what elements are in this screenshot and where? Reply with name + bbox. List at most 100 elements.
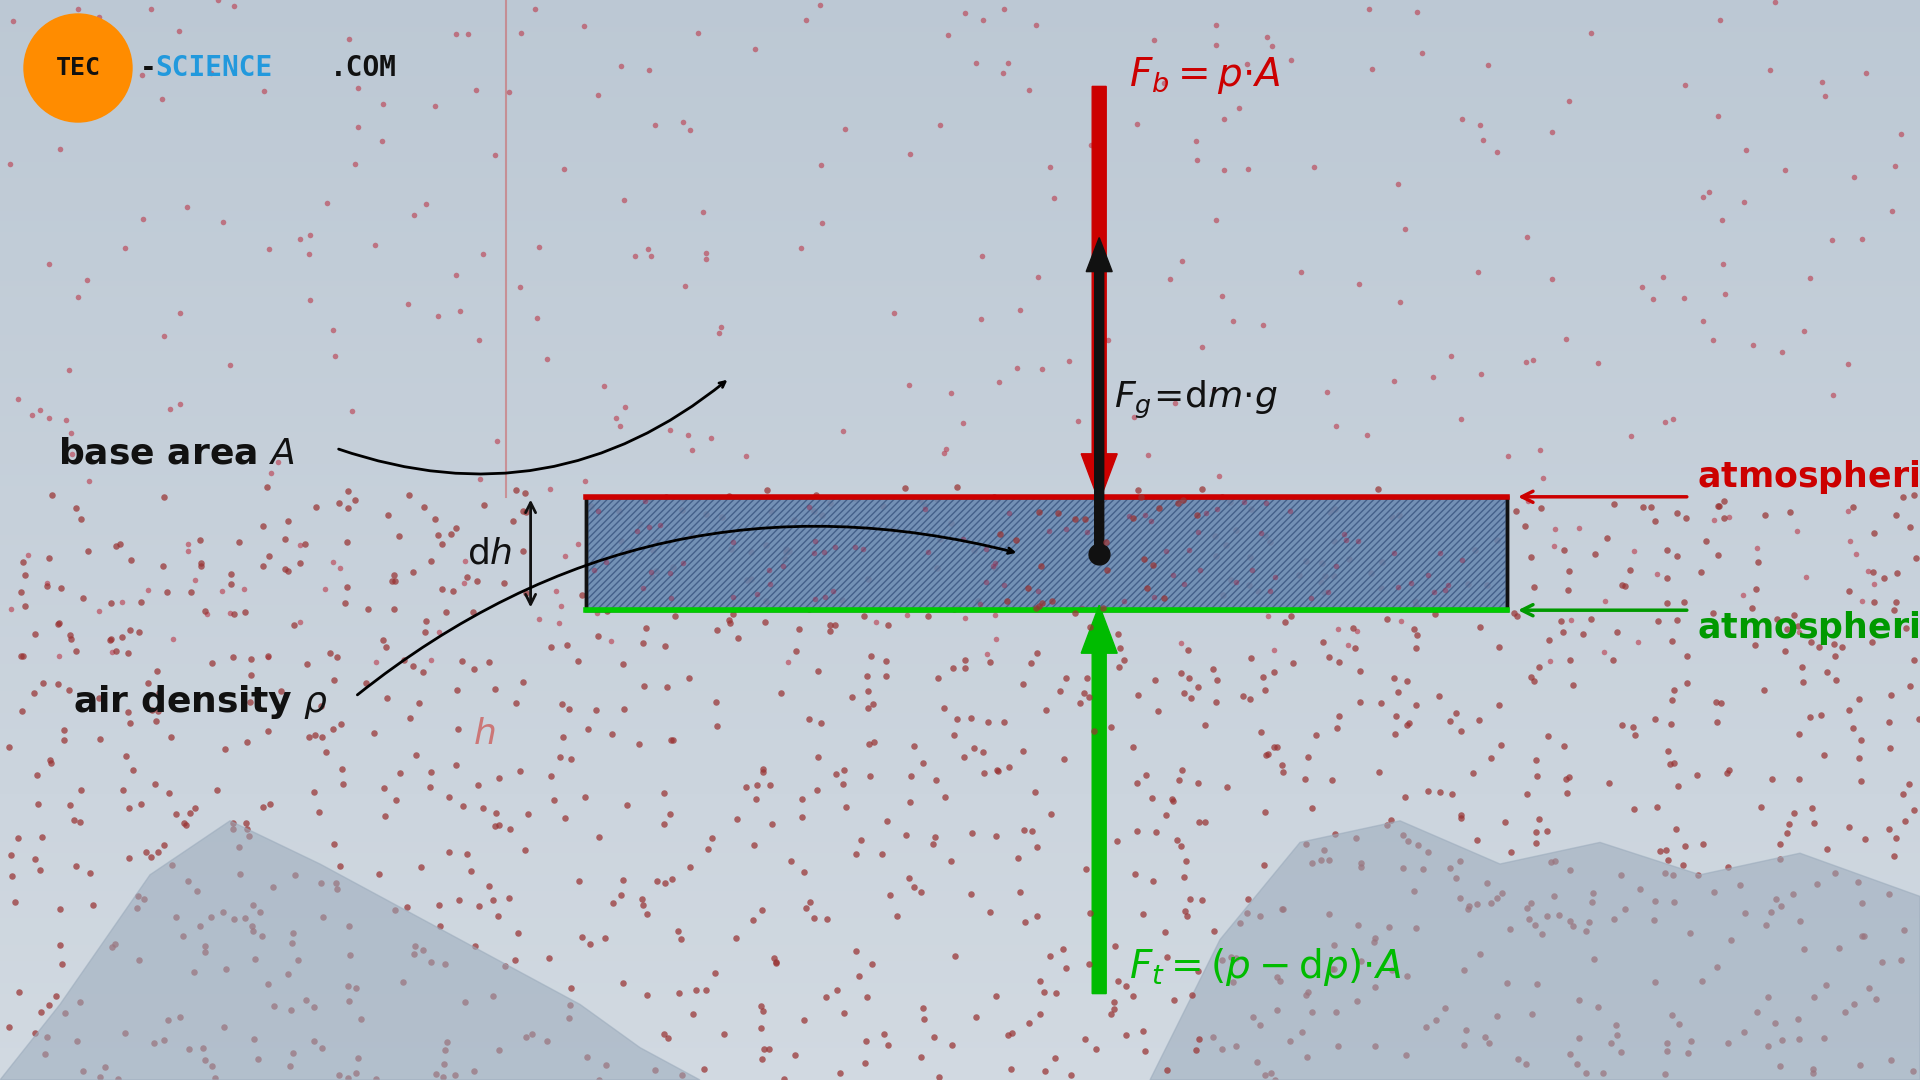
Point: [910, 500, 941, 517]
Point: [1901, 550, 1920, 567]
Point: [1290, 1049, 1321, 1066]
Point: [756, 815, 787, 833]
Text: .COM: .COM: [330, 54, 397, 82]
Point: [828, 422, 858, 440]
Point: [1580, 545, 1611, 563]
Point: [1165, 635, 1196, 652]
Point: [1672, 648, 1703, 665]
Point: [605, 418, 636, 435]
Point: [912, 543, 943, 561]
Point: [1064, 694, 1094, 712]
Point: [1075, 904, 1106, 921]
Point: [1319, 532, 1350, 550]
Point: [783, 621, 814, 638]
Point: [1402, 598, 1432, 616]
Point: [372, 507, 403, 524]
Point: [1515, 894, 1546, 912]
Point: [307, 908, 338, 926]
Bar: [0, 864, 1920, 869]
Point: [580, 701, 611, 718]
Point: [584, 828, 614, 846]
Point: [975, 653, 1006, 671]
Point: [1308, 634, 1338, 651]
Point: [1659, 754, 1690, 771]
Point: [309, 580, 340, 597]
Point: [1705, 694, 1736, 712]
Point: [1841, 545, 1872, 563]
Bar: [586, 497, 1507, 610]
Point: [230, 733, 261, 751]
Point: [1607, 716, 1638, 733]
Bar: [0, 977, 1920, 983]
Point: [920, 828, 950, 846]
Point: [1703, 497, 1734, 514]
Point: [1027, 595, 1058, 612]
Point: [691, 244, 722, 261]
Point: [1023, 597, 1054, 615]
Bar: [0, 275, 1920, 281]
Point: [1169, 684, 1200, 701]
Point: [929, 788, 960, 806]
Point: [1254, 534, 1284, 551]
Point: [1390, 1047, 1421, 1064]
Point: [1286, 1024, 1317, 1041]
Point: [131, 843, 161, 861]
Bar: [0, 281, 1920, 286]
Point: [1356, 564, 1386, 581]
Point: [1242, 1053, 1273, 1070]
Point: [1659, 681, 1690, 699]
Point: [1461, 832, 1492, 849]
Point: [605, 57, 636, 75]
Point: [461, 572, 492, 590]
Point: [1238, 1009, 1269, 1026]
Point: [1227, 687, 1258, 704]
Bar: [0, 416, 1920, 421]
Point: [1008, 821, 1039, 838]
Point: [411, 612, 442, 630]
Point: [662, 922, 693, 940]
Point: [522, 310, 553, 327]
Point: [449, 552, 480, 569]
Text: $\mathit{F_t} = (\mathit{p} - \mathrm{d}\mathit{p}){\cdot}\mathit{A}$: $\mathit{F_t} = (\mathit{p} - \mathrm{d}…: [1129, 946, 1402, 987]
Point: [252, 975, 282, 993]
Point: [436, 525, 467, 542]
Point: [468, 799, 499, 816]
Bar: [0, 610, 1920, 616]
Point: [1784, 1030, 1814, 1048]
Point: [718, 606, 749, 623]
Point: [1857, 633, 1887, 650]
Bar: [0, 49, 1920, 54]
Point: [536, 767, 566, 784]
Point: [1323, 707, 1354, 725]
Point: [1313, 905, 1344, 922]
Point: [899, 878, 929, 895]
Bar: [0, 405, 1920, 410]
Point: [1430, 581, 1461, 598]
Point: [273, 513, 303, 530]
Point: [879, 305, 910, 322]
Bar: [0, 680, 1920, 686]
Bar: [0, 999, 1920, 1004]
Point: [1448, 110, 1478, 127]
Bar: [0, 394, 1920, 400]
Point: [866, 846, 897, 863]
Bar: [0, 297, 1920, 302]
Point: [814, 495, 845, 512]
Point: [73, 542, 104, 559]
Point: [939, 600, 970, 618]
Point: [1672, 1044, 1703, 1062]
Point: [670, 276, 701, 294]
Point: [332, 483, 363, 500]
Point: [852, 667, 883, 685]
Bar: [0, 313, 1920, 319]
Point: [1346, 859, 1377, 876]
Point: [1129, 1043, 1160, 1061]
Point: [215, 604, 246, 621]
Point: [1536, 270, 1567, 287]
Bar: [0, 70, 1920, 76]
Point: [1761, 0, 1791, 11]
Point: [668, 113, 699, 131]
Point: [1261, 739, 1292, 756]
Point: [202, 782, 232, 799]
Point: [1092, 562, 1123, 579]
